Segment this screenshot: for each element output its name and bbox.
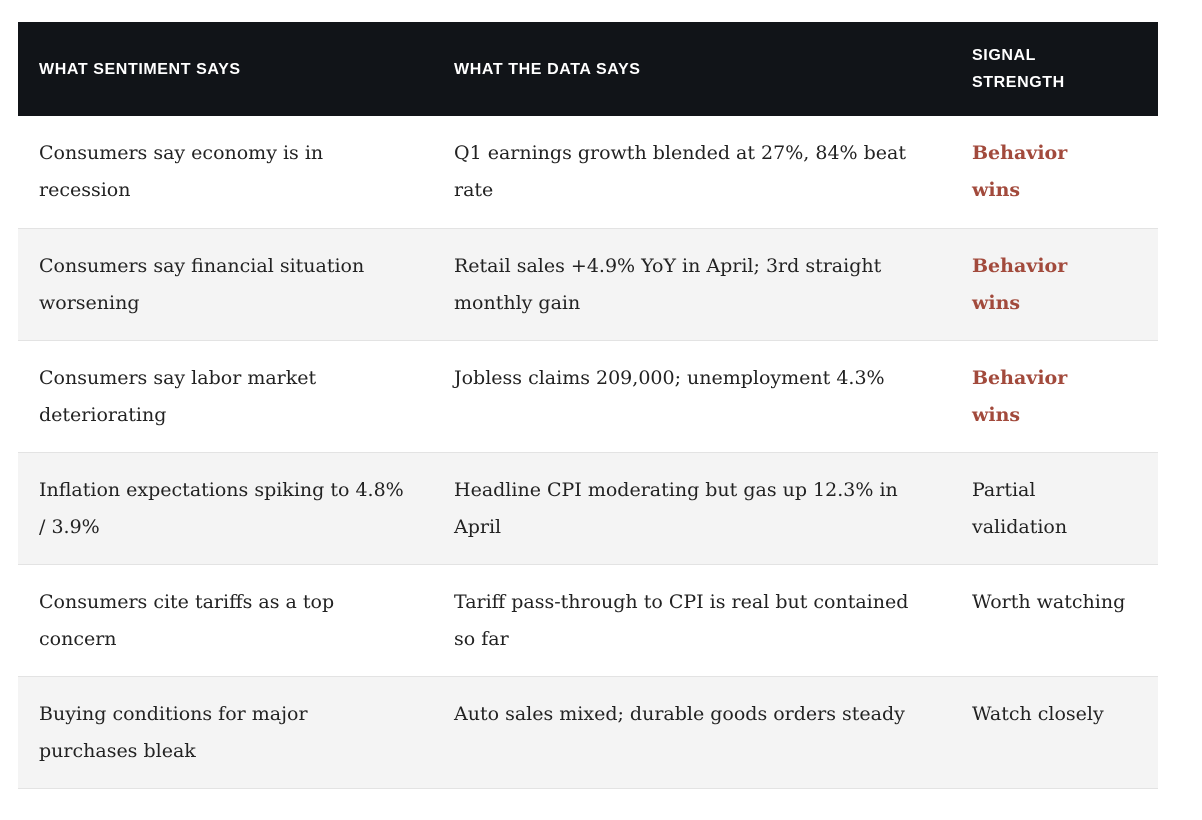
cell-sentiment: Buying conditions for major purchases bl… [39, 702, 308, 762]
table-body: Consumers say economy is in recession Q1… [18, 116, 1158, 788]
cell-signal: Behavior wins [951, 116, 1158, 228]
table-row: Consumers say economy is in recession Q1… [18, 116, 1158, 228]
cell-sentiment: Consumers cite tariffs as a top concern [39, 590, 335, 650]
cell-data: Jobless claims 209,000; unemployment 4.3… [454, 366, 885, 389]
cell-signal: Worth watching [951, 564, 1158, 676]
signal-label: Behavior wins [972, 366, 1068, 426]
header-signal-strength: SIGNAL STRENGTH [951, 22, 1158, 116]
sentiment-vs-data-table: WHAT SENTIMENT SAYS WHAT THE DATA SAYS S… [18, 22, 1158, 789]
comparison-table-container: WHAT SENTIMENT SAYS WHAT THE DATA SAYS S… [18, 22, 1158, 789]
cell-data: Q1 earnings growth blended at 27%, 84% b… [454, 142, 907, 201]
table-row: Consumers say financial situation worsen… [18, 228, 1158, 340]
signal-label: Behavior wins [972, 142, 1068, 201]
table-row: Inflation expectations spiking to 4.8% /… [18, 452, 1158, 564]
cell-sentiment: Inflation expectations spiking to 4.8% /… [39, 478, 404, 538]
cell-signal: Watch closely [951, 676, 1158, 788]
header-row: WHAT SENTIMENT SAYS WHAT THE DATA SAYS S… [18, 22, 1158, 116]
header-data: WHAT THE DATA SAYS [454, 60, 641, 78]
cell-data: Headline CPI moderating but gas up 12.3%… [454, 478, 898, 538]
signal-label: Partial validation [972, 478, 1068, 538]
cell-sentiment: Consumers say financial situation worsen… [39, 254, 365, 314]
table-row: Consumers say labor market deteriorating… [18, 340, 1158, 452]
signal-label: Behavior wins [972, 254, 1068, 314]
cell-signal: Partial validation [951, 452, 1158, 564]
table-header: WHAT SENTIMENT SAYS WHAT THE DATA SAYS S… [18, 22, 1158, 116]
header-sentiment: WHAT SENTIMENT SAYS [39, 60, 241, 78]
signal-label: Watch closely [972, 702, 1104, 725]
cell-sentiment: Consumers say economy is in recession [39, 142, 324, 201]
signal-label: Worth watching [972, 590, 1126, 613]
table-row: Consumers cite tariffs as a top concern … [18, 564, 1158, 676]
header-signal-strength-text: SIGNAL STRENGTH [972, 47, 1065, 91]
cell-data: Tariff pass-through to CPI is real but c… [454, 590, 909, 650]
cell-sentiment: Consumers say labor market deteriorating [39, 366, 317, 426]
cell-signal: Behavior wins [951, 340, 1158, 452]
table-row: Buying conditions for major purchases bl… [18, 676, 1158, 788]
cell-data: Auto sales mixed; durable goods orders s… [454, 702, 905, 725]
cell-data: Retail sales +4.9% YoY in April; 3rd str… [454, 254, 882, 314]
cell-signal: Behavior wins [951, 228, 1158, 340]
